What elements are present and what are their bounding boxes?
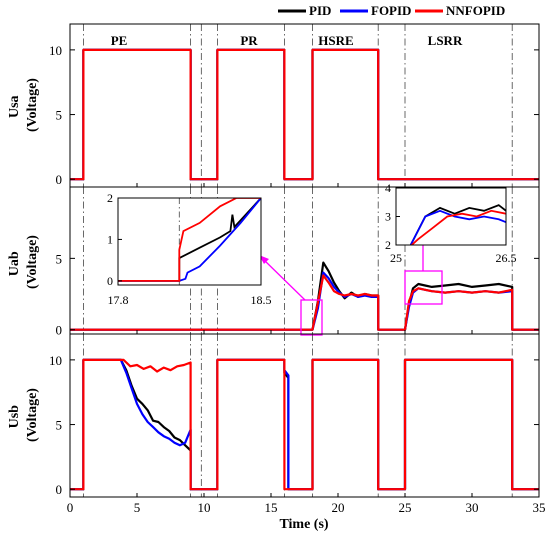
inset-hsre-background: [118, 198, 261, 285]
y-tick-label: 5: [56, 418, 63, 433]
inset-y-tick-label: 1: [107, 232, 113, 246]
series-pid-line: [70, 48, 539, 181]
inset-series-nnfopid-line: [118, 198, 261, 282]
uab-series: [70, 261, 539, 331]
series-pid-line: [70, 358, 539, 491]
usa-axes-frame: [69, 23, 540, 188]
usb-axes-frame: [69, 333, 540, 498]
legend-pid-label: PID: [309, 3, 331, 18]
series-nnfopid-line: [70, 358, 539, 491]
uab-y-ticks: 05: [56, 251, 539, 338]
usb-phase-lines: [83, 334, 513, 497]
region-label-lsrr: LSRR: [428, 33, 463, 48]
inset-y-tick-label: 0: [107, 274, 113, 288]
inset-series-nnfopid-line: [410, 209, 506, 245]
inset-hsre: 0 1 2 17.8 18.5: [107, 191, 272, 307]
usa-y-ticks: 0 5 10: [49, 43, 539, 187]
inset-lsrr-ticks: 2 3 4 25 26.5: [385, 181, 517, 265]
usa-ylabel: Usa (Voltage): [7, 78, 40, 132]
usb-ylabel-line2: (Voltage): [25, 388, 40, 442]
y-tick-label: 5: [56, 108, 63, 123]
x-tick-label: 5: [134, 500, 141, 515]
inset-y-tick-label: 2: [385, 238, 391, 252]
uab-ylabel-line2: (Voltage): [25, 235, 40, 289]
inset-y-tick-label: 3: [385, 210, 391, 224]
inset-hsre-ticks: 0 1 2 17.8 18.5: [107, 191, 272, 307]
region-label-hsre: HSRE: [318, 33, 353, 48]
x-tick-label: 15: [265, 500, 278, 515]
usb-ylabel: Usb (Voltage): [7, 388, 40, 442]
region-label-pr: PR: [240, 33, 258, 48]
zoom-arrow-hsre: [262, 258, 306, 301]
x-tick-label: 35: [533, 500, 546, 515]
y-tick-label: 0: [56, 482, 63, 497]
series-fopid-line: [70, 48, 539, 181]
inset-x-tick-label: 18.5: [251, 293, 272, 307]
legend-nnfopid-label: NNFOPID: [446, 3, 505, 18]
usa-ylabel-line2: (Voltage): [25, 78, 40, 132]
usa-series: [70, 48, 539, 181]
usb-y-ticks: 0 5 10: [49, 353, 539, 497]
usb-panel: 0 5 10 Usb (Voltage): [7, 333, 540, 498]
zoom-box-hsre: [300, 299, 323, 336]
x-tick-label: 20: [332, 500, 345, 515]
y-tick-label: 10: [49, 43, 62, 58]
inset-y-tick-label: 4: [385, 181, 391, 195]
inset-lsrr: 2 3 4 25 26.5: [385, 181, 517, 265]
series-fopid-line: [70, 358, 539, 491]
legend: PID FOPID NNFOPID: [278, 3, 505, 18]
inset-hsre-frame: [117, 197, 262, 286]
inset-series-fopid-line: [118, 198, 261, 282]
legend-fopid-label: FOPID: [371, 3, 411, 18]
x-axis-ticks: 0 5 10 15 20 25 30 35: [67, 183, 546, 515]
x-tick-label: 10: [198, 500, 211, 515]
y-tick-label: 0: [56, 172, 63, 187]
y-tick-label: 5: [56, 251, 63, 266]
usb-ylabel-line1: Usb: [7, 405, 22, 429]
usb-series: [70, 358, 539, 491]
usa-panel: 0 5 10 Usa (Voltage) PE PR HSRE LSRR: [7, 23, 540, 188]
inset-lsrr-series: [409, 204, 506, 245]
series-nnfopid-line: [70, 48, 539, 181]
inset-x-tick-label: 17.8: [108, 293, 129, 307]
uab-ylabel-line1: Uab: [7, 251, 22, 276]
x-tick-label: 0: [67, 500, 74, 515]
x-tick-label: 25: [399, 500, 412, 515]
usa-ylabel-line1: Usa: [7, 95, 22, 118]
x-tick-label: 30: [466, 500, 479, 515]
y-tick-label: 0: [56, 323, 63, 338]
inset-hsre-series: [118, 198, 261, 282]
uab-ylabel: Uab (Voltage): [7, 235, 40, 289]
usa-phase-lines: [83, 24, 513, 187]
region-label-pe: PE: [111, 33, 128, 48]
inset-series-fopid-line: [409, 209, 506, 245]
x-axis-label: Time (s): [279, 517, 328, 532]
series-nnfopid-line: [70, 274, 539, 331]
inset-y-tick-label: 2: [107, 191, 113, 205]
inset-x-tick-label: 25: [390, 251, 402, 265]
inset-x-tick-label: 26.5: [496, 251, 517, 265]
y-tick-label: 10: [49, 353, 62, 368]
